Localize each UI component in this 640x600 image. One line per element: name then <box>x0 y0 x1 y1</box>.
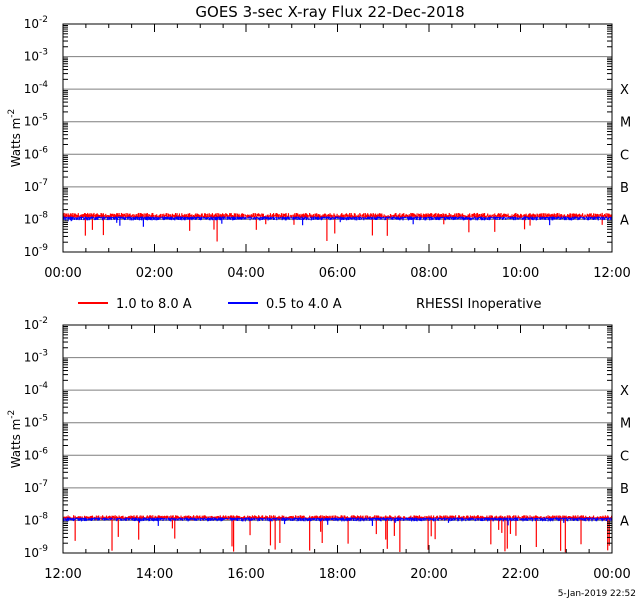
flare-class-label: C <box>620 148 629 163</box>
y-tick-label: 10-4 <box>24 80 49 96</box>
y-tick-label: 10-8 <box>24 210 49 226</box>
upper-panel: 10-2 10-3 10-4 10-5 10-6 10-7 10-8 10-9 Watts m-… <box>7 15 631 281</box>
y-tick-label: 10-2 <box>24 15 48 31</box>
y-tick-label: 10-4 <box>24 381 49 397</box>
flare-class-label: B <box>620 482 629 497</box>
series-short <box>62 216 613 227</box>
x-tick-label: 16:00 <box>227 567 264 582</box>
footer-timestamp: 5-Jan-2019 22:52 <box>558 589 636 599</box>
legend-long-label: 1.0 to 8.0 A <box>116 297 192 312</box>
y-axis-label: Watts m-2 <box>7 109 23 168</box>
x-tick-label: 22:00 <box>502 567 539 582</box>
flare-class-label: M <box>620 116 631 131</box>
x-tick-label: 12:00 <box>593 266 630 281</box>
y-tick-label: 10-3 <box>24 48 48 64</box>
series-short <box>62 517 613 526</box>
y-tick-label: 10-3 <box>24 349 48 365</box>
y-tick-label: 10-5 <box>24 414 48 430</box>
y-axis-label: Watts m-2 <box>7 410 23 469</box>
x-tick-label: 18:00 <box>319 567 356 582</box>
x-tick-label: 14:00 <box>136 567 173 582</box>
flare-class-label: M <box>620 417 631 432</box>
flare-class-label: B <box>620 181 629 196</box>
legend-note: RHESSI Inoperative <box>416 297 541 312</box>
flare-class-label: X <box>620 83 629 98</box>
y-tick-label: 10-6 <box>24 145 49 161</box>
legend: 1.0 to 8.0 A 0.5 to 4.0 A RHESSI Inopera… <box>78 297 541 312</box>
flare-class-label: A <box>620 514 629 529</box>
x-tick-label: 00:00 <box>593 567 630 582</box>
y-tick-label: 10-9 <box>24 544 49 560</box>
y-tick-label: 10-5 <box>24 113 48 129</box>
x-tick-label: 20:00 <box>410 567 447 582</box>
x-tick-label: 12:00 <box>44 567 81 582</box>
y-tick-label: 10-9 <box>24 243 49 259</box>
legend-short-label: 0.5 to 4.0 A <box>266 297 342 312</box>
y-tick-label: 10-7 <box>24 178 48 194</box>
y-tick-label: 10-6 <box>24 446 49 462</box>
flare-class-label: X <box>620 384 629 399</box>
y-tick-label: 10-2 <box>24 316 48 332</box>
y-tick-label: 10-7 <box>24 479 48 495</box>
lower-panel: 10-2 10-3 10-4 10-5 10-6 10-7 10-8 10-9 Watts m-… <box>7 316 631 582</box>
x-tick-label: 04:00 <box>227 266 264 281</box>
y-tick-label: 10-8 <box>24 511 49 527</box>
x-tick-label: 08:00 <box>410 266 447 281</box>
chart-title: GOES 3-sec X-ray Flux 22-Dec-2018 <box>195 3 464 21</box>
x-tick-label: 00:00 <box>44 266 81 281</box>
x-tick-label: 06:00 <box>319 266 356 281</box>
flare-class-label: A <box>620 213 629 228</box>
x-tick-label: 02:00 <box>136 266 173 281</box>
x-tick-label: 10:00 <box>502 266 539 281</box>
flare-class-label: C <box>620 449 629 464</box>
